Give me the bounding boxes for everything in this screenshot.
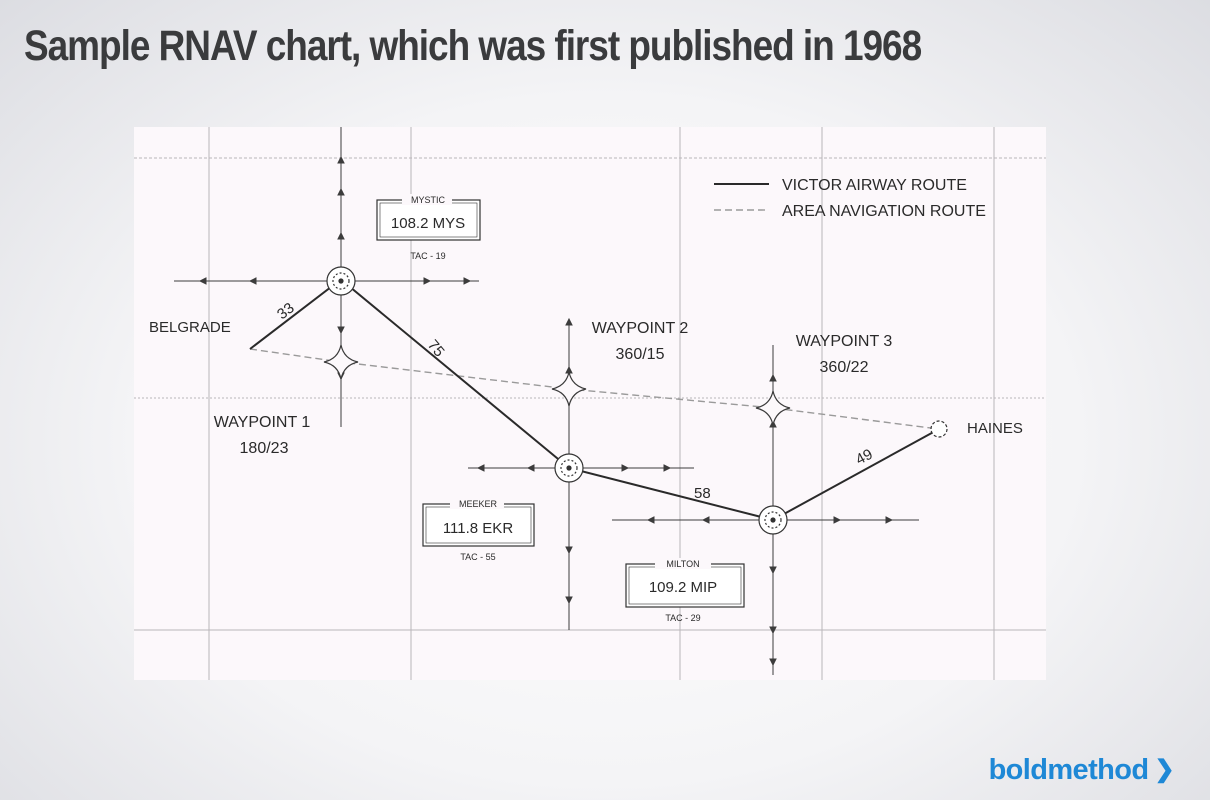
mystic-name: MYSTIC [411,195,446,205]
distance-label-75: 75 [424,337,448,361]
haines-label: HAINES [967,420,1023,437]
milton-freq: 109.2 MIP [649,579,717,596]
milton-vortac-symbol [758,505,788,535]
mystic-tac: TAC - 19 [410,251,445,261]
meeker-tac: TAC - 55 [460,552,495,562]
legend-rnav-label: AREA NAVIGATION ROUTE [782,203,986,220]
page-title: Sample RNAV chart, which was first publi… [24,22,922,70]
station-box-mystic: MYSTIC 108.2 MYS TAC - 19 [376,194,481,261]
meeker-freq: 111.8 EKR [443,520,513,537]
station-box-milton: MILTON 109.2 MIP TAC - 29 [625,558,745,623]
waypoint-1-symbol [323,344,359,380]
belgrade-label: BELGRADE [149,319,231,336]
waypoint-2-name: WAYPOINT 2 [592,320,689,337]
mystic-vortac-symbol [326,266,356,296]
vortac-symbols [326,266,948,535]
victor-airway-route [249,286,940,522]
brand-logo[interactable]: boldmethod ❯ [988,754,1175,787]
rnav-chart-svg: VICTOR AIRWAY ROUTE AREA NAVIGATION ROUT… [134,127,1046,680]
legend-victor-label: VICTOR AIRWAY ROUTE [782,177,967,194]
haines-fix-symbol [930,420,948,438]
milton-name: MILTON [666,559,699,569]
mystic-freq: 108.2 MYS [391,215,465,232]
waypoint-1-radial: 180/23 [240,440,289,457]
distance-label-58: 58 [694,485,711,502]
distance-label-49: 49 [853,446,876,469]
rnav-chart: VICTOR AIRWAY ROUTE AREA NAVIGATION ROUT… [134,127,1046,680]
milton-tac: TAC - 29 [665,613,700,623]
meeker-vortac-symbol [554,453,584,483]
waypoint-3-name: WAYPOINT 3 [796,333,893,350]
legend: VICTOR AIRWAY ROUTE AREA NAVIGATION ROUT… [714,177,986,220]
waypoint-3-symbol [755,390,791,426]
distance-label-33: 33 [274,299,298,323]
waypoint-2-symbol [551,371,587,407]
station-box-meeker: MEEKER 111.8 EKR TAC - 55 [422,498,535,562]
waypoint-3-radial: 360/22 [820,359,869,376]
brand-name: boldmethod [988,754,1150,786]
chevron-right-icon: ❯ [1154,756,1174,783]
waypoint-1-name: WAYPOINT 1 [214,414,311,431]
waypoint-symbols [323,344,791,426]
waypoint-2-radial: 360/15 [616,346,665,363]
meeker-name: MEEKER [459,499,498,509]
